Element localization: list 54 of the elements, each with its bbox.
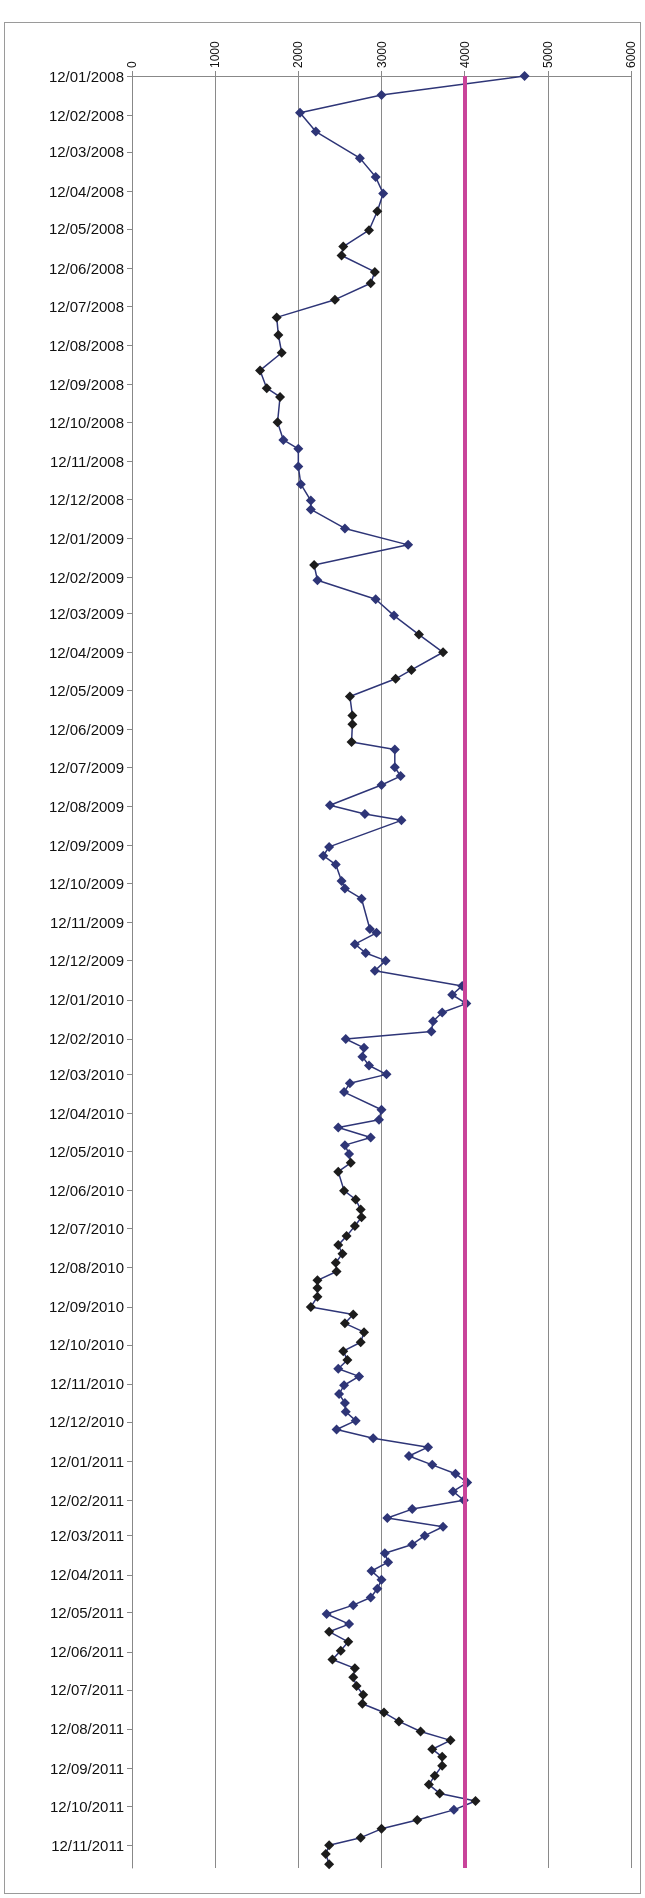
y-tick-label: 12/04/2010 [48,1105,124,1123]
y-tick-label: 12/09/2011 [50,1759,124,1777]
y-tick-label: 12/12/2010 [48,1413,124,1431]
y-tick-label: 12/02/2009 [48,569,124,587]
y-tick-label: 12/07/2010 [48,1220,124,1238]
y-tick-label: 12/01/2008 [48,67,124,85]
y-tick-label: 12/05/2010 [48,1142,124,1160]
y-tick-label: 12/02/2010 [48,1030,124,1048]
x-tick-label: 5000 [540,40,555,68]
y-tick-label: 12/10/2011 [50,1797,124,1815]
y-tick-label: 12/01/2009 [48,530,124,548]
y-tick-label: 12/11/2011 [51,1836,124,1854]
x-tick-label: 4000 [457,40,472,68]
y-tick-label: 12/10/2009 [48,875,124,893]
y-tick-label: 12/05/2008 [48,220,124,238]
y-tick-label: 12/09/2009 [48,837,124,855]
y-tick-label: 12/03/2008 [48,143,124,161]
x-tick-label: 1000 [208,40,223,68]
y-tick-label: 12/10/2010 [48,1336,124,1354]
y-tick-label: 12/06/2010 [48,1182,124,1200]
y-tick-label: 12/11/2009 [50,914,124,932]
y-tick-label: 12/04/2009 [48,643,124,661]
y-tick-label: 12/04/2008 [48,182,124,200]
y-tick-label: 12/04/2011 [50,1566,124,1584]
x-tick-label: 3000 [374,40,389,68]
y-tick-label: 12/11/2010 [50,1375,124,1393]
y-tick-label: 12/02/2008 [48,106,124,124]
y-tick-label: 12/07/2008 [48,297,124,315]
y-tick-label: 12/09/2010 [48,1298,124,1316]
y-tick-label: 12/01/2011 [50,1452,124,1470]
y-tick-label: 12/02/2011 [50,1491,124,1509]
y-tick-label: 12/05/2009 [48,681,124,699]
y-tick-label: 12/08/2011 [50,1720,124,1738]
y-tick-label: 12/06/2009 [48,720,124,738]
y-tick-label: 12/01/2010 [48,991,124,1009]
y-tick-label: 12/07/2009 [48,758,124,776]
y-tick-label: 12/07/2011 [50,1681,124,1699]
y-tick-label: 12/03/2010 [48,1065,124,1083]
y-tick-label: 12/08/2009 [48,797,124,815]
x-tick-label: 0 [125,61,139,68]
y-tick-label: 12/12/2009 [48,952,124,970]
y-tick-label: 12/05/2011 [50,1604,124,1622]
y-tick-label: 12/06/2008 [48,259,124,277]
y-tick-label: 12/08/2008 [48,336,124,354]
y-tick-label: 12/06/2011 [50,1643,124,1661]
y-tick-label: 12/10/2008 [48,413,124,431]
x-tick-label: 6000 [624,40,638,68]
y-tick-label: 12/03/2011 [50,1527,124,1545]
y-tick-label: 12/08/2010 [48,1259,124,1277]
y-tick-label: 12/12/2008 [48,490,124,508]
y-tick-label: 12/11/2008 [50,452,124,470]
x-tick-label: 2000 [291,40,306,68]
y-tick-label: 12/09/2008 [48,375,124,393]
y-tick-label: 12/03/2009 [48,604,124,622]
